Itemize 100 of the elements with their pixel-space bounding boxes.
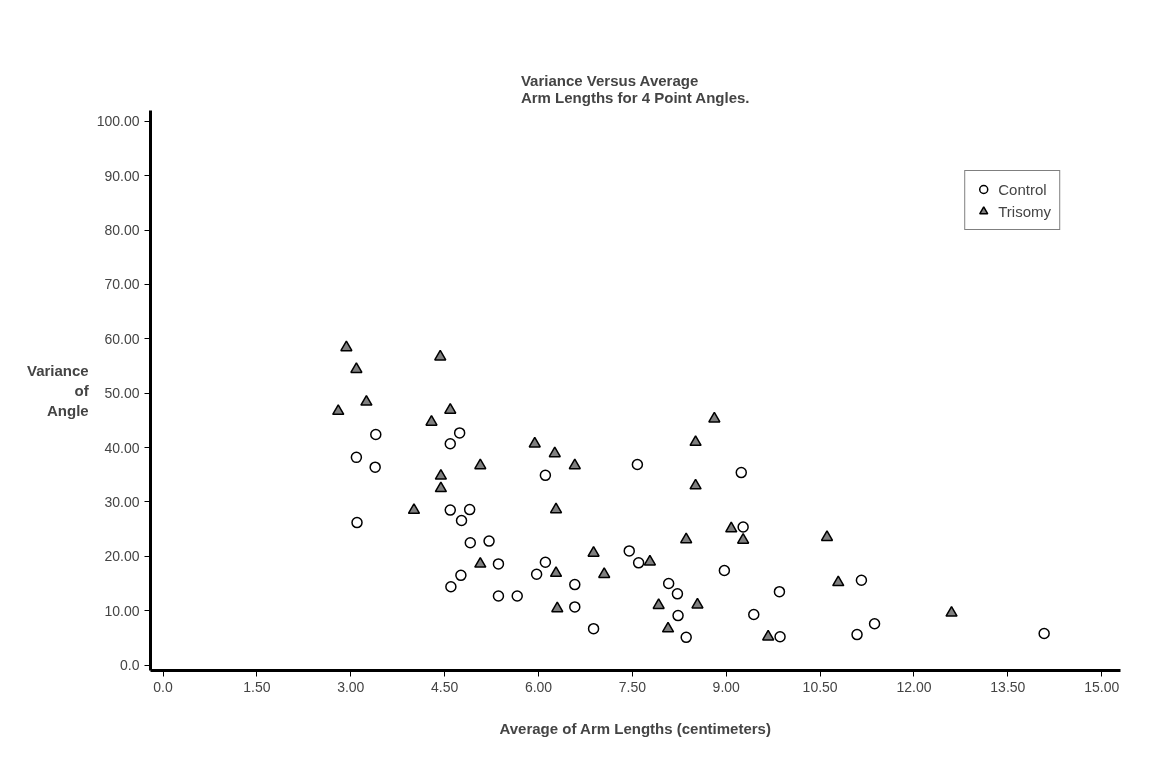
y-tick-label: 20.00 [104, 548, 140, 565]
point [350, 362, 363, 374]
point [340, 340, 353, 352]
x-tick-label: 13.50 [990, 678, 1026, 695]
point [434, 468, 448, 480]
x-tick-label: 6.00 [524, 678, 553, 695]
point [672, 609, 684, 622]
point [632, 557, 645, 569]
point [568, 458, 582, 470]
point [455, 569, 467, 582]
y-tick-label: 0.0 [120, 657, 140, 674]
x-tick-label: 4.50 [431, 678, 459, 695]
point [434, 349, 447, 361]
point [748, 608, 760, 621]
point [425, 414, 438, 426]
point [492, 590, 505, 602]
point [623, 545, 635, 557]
point [832, 575, 845, 587]
point [511, 590, 523, 602]
point [945, 605, 958, 617]
point [652, 598, 665, 610]
point [551, 601, 564, 613]
point [735, 466, 748, 479]
point [445, 581, 457, 593]
point [360, 394, 373, 406]
point [539, 556, 552, 569]
x-axis-title: Average of Arm Lengths (centimeters) [499, 719, 771, 737]
y-tick-label: 80.00 [104, 222, 140, 239]
point [444, 438, 457, 450]
y-tick-label: 10.00 [104, 602, 140, 619]
x-tick-label: 12.00 [896, 678, 932, 695]
point [549, 502, 563, 514]
y-tick-label: 100.00 [96, 113, 140, 130]
y-tick-label: 60.00 [104, 330, 140, 347]
point [725, 521, 738, 533]
point [474, 458, 487, 470]
point [464, 536, 477, 549]
x-tick-label: 7.50 [618, 678, 647, 695]
point [453, 427, 466, 439]
point [718, 564, 731, 577]
y-tick-label: 50.00 [104, 385, 140, 402]
point [528, 436, 541, 448]
y-tick-label: 90.00 [104, 167, 140, 184]
point [549, 566, 563, 578]
y-tick-label: 70.00 [104, 276, 140, 293]
point [587, 622, 600, 635]
x-tick-label: 15.00 [1084, 678, 1120, 695]
point [708, 411, 721, 423]
point [407, 503, 421, 515]
legend-label: Trisomy [998, 202, 1051, 220]
point [773, 585, 786, 598]
point [370, 428, 382, 441]
point [492, 558, 505, 570]
point [369, 461, 381, 473]
point [530, 568, 543, 581]
x-tick-label: 0.0 [153, 678, 173, 695]
point [463, 503, 476, 516]
point [820, 530, 834, 542]
y-tick-label: 30.00 [104, 493, 140, 510]
point [569, 601, 581, 613]
point [569, 578, 581, 591]
point [434, 481, 448, 493]
point [631, 458, 644, 471]
x-tick-label: 10.50 [802, 678, 838, 695]
point [474, 556, 487, 568]
point [351, 516, 363, 529]
point [587, 545, 600, 557]
point [662, 577, 675, 590]
x-tick-label: 1.50 [243, 678, 271, 695]
point [691, 597, 704, 609]
point [689, 478, 702, 490]
chart-title: Variance Versus Average Arm Lengths for 4 Point Angles. [520, 71, 750, 106]
point [761, 629, 775, 641]
point [661, 621, 675, 633]
point [350, 451, 363, 464]
point [774, 631, 786, 643]
legend-label: Control [998, 180, 1047, 198]
x-tick-label: 3.00 [337, 678, 365, 695]
point [679, 532, 693, 544]
point [455, 514, 468, 527]
y-axis-title: Variance of Angle [26, 361, 90, 420]
x-tick-label: 9.00 [712, 678, 741, 695]
y-tick-label: 40.00 [104, 439, 140, 456]
point [680, 631, 692, 644]
point [689, 435, 702, 447]
point [444, 402, 457, 414]
point [855, 574, 868, 586]
point [483, 535, 495, 547]
point [331, 404, 345, 416]
point [444, 504, 457, 516]
point [671, 588, 684, 600]
point [597, 567, 611, 579]
point [868, 618, 881, 630]
point [643, 554, 657, 566]
point [539, 469, 552, 482]
point [736, 532, 750, 544]
point [1038, 627, 1050, 640]
point [851, 628, 863, 641]
point [737, 521, 749, 533]
point [548, 446, 562, 458]
